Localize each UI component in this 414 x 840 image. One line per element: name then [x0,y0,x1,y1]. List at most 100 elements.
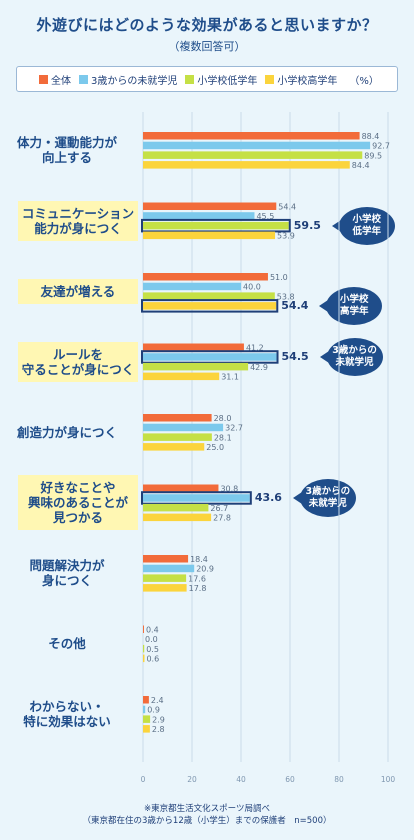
bar-highlight-box [141,218,291,233]
legend: 全体 3歳からの未就学児 小学校低学年 小学校高学年 （%） [16,66,398,92]
bar [143,584,187,592]
bar-highlight-box [141,350,279,364]
bar [143,433,212,441]
category-label-text: 問題解決力が 身につく [29,558,105,589]
bar-value-label: 20.9 [196,565,214,574]
callout-bubble: 小学校 高学年 [319,286,383,325]
category-label: 友達が増える [18,278,138,304]
bar-value-label: 18.4 [190,555,208,564]
bar-value-label: 89.5 [364,151,382,160]
bar-value-label: 2.4 [151,696,164,705]
bar-value-label: 54.5 [282,350,309,363]
bar [143,141,371,150]
bar-value-label: 28.0 [214,414,232,423]
bar [143,161,350,169]
category-label: 創造力が身につく [0,420,134,445]
bar-value-label: 54.4 [278,203,296,212]
bar [143,343,244,351]
bar-value-label: 53.8 [277,292,295,301]
bar-value-label: 40.0 [243,283,261,292]
bar-value-label: 92.7 [372,142,390,151]
category-label-text: コミュニケーション 能力が身につく [21,205,135,236]
x-tick-label: 100 [381,775,396,784]
legend-item-all: 全体 [39,72,71,87]
bar [143,302,277,310]
bar [143,221,289,230]
chart-title: 外遊びにはどのような効果があると思いますか？ [36,16,378,34]
bar-value-label: 27.8 [213,514,231,523]
legend-swatch-upper [265,74,275,84]
category-label: ルールを 守ることが身につく [18,341,138,382]
bar [143,503,209,512]
category-label-text: 友達が増える [40,283,116,299]
category-label-text: 好きなことや 興味のあることが 見つかる [27,480,128,526]
category-label-text: 創造力が身につく [16,424,117,440]
bar [143,555,189,563]
bar [143,282,241,291]
x-tick-label: 20 [187,775,197,784]
bar-value-label: 26.7 [210,504,228,513]
legend-swatch-lower [185,74,195,84]
bar-value-label: 59.5 [294,219,321,232]
bar-value-label: 32.7 [225,424,243,433]
category-label-text: 体力・運動能力が 向上する [16,135,117,166]
callout-bubble: 小学校 低学年 [331,206,395,245]
bar [143,494,250,502]
bar [143,443,205,451]
category-label: コミュニケーション 能力が身につく [18,200,138,241]
bar-value-label: 0.0 [145,635,158,644]
category-label-text: わからない・ 特に効果はない [23,699,111,730]
category-label: 問題解決力が 身につく [0,553,134,593]
bar [143,273,268,281]
bar-value-label: 53.9 [277,232,295,241]
bar [143,484,219,492]
category-label: その他 [0,631,134,656]
bar [143,202,277,210]
x-tick-label: 80 [334,775,344,784]
bar [143,151,363,159]
legend-label-all: 全体 [51,75,72,87]
category-label-text: その他 [48,636,86,652]
category-label: 好きなことや 興味のあることが 見つかる [18,475,138,531]
x-tick-label: 60 [285,775,295,784]
bar-value-label: 17.8 [189,584,207,593]
bar-value-label: 88.4 [362,132,380,141]
bar-value-label: 51.0 [270,273,288,282]
bar [143,212,255,220]
legend-label-upper: 小学校高学年 [277,75,338,87]
bar-value-label: 25.0 [206,443,224,452]
category-label: わからない・ 特に効果はない [0,694,134,734]
bar-value-label: 45.5 [256,212,274,221]
bar [143,513,212,522]
legend-label-lower: 小学校低学年 [197,75,258,87]
callout-bubble: 3歳からの 未就学児 [292,478,356,517]
bar [143,715,151,723]
bar-value-label: 43.6 [255,491,282,504]
legend-item-upper: 小学校高学年 [265,72,337,87]
footnote-sample: （東京都在住の3歳から12歳（小学生）までの保護者 n=500） [82,816,332,826]
bar [143,292,275,300]
bar-value-label: 42.9 [250,363,268,372]
bar-value-label: 31.1 [221,373,239,382]
bar [143,654,145,663]
legend-item-lower: 小学校低学年 [185,72,257,87]
bar-value-label: 28.1 [214,433,232,442]
category-label: 体力・運動能力が 向上する [0,130,134,170]
chart-subtitle: （複数回答可） [168,40,246,53]
legend-unit: （%） [349,75,379,87]
bar-highlight-box [141,299,279,313]
bar-value-label: 0.9 [147,706,160,715]
bar-value-label: 30.8 [220,485,238,494]
bar-value-label: 0.4 [146,626,159,635]
bar [143,564,195,573]
category-label-text: ルールを 守ることが身につく [21,346,135,377]
bar-value-label: 2.9 [152,715,165,724]
bar [143,362,249,371]
legend-label-preschool: 3歳からの未就学児 [91,75,178,87]
bar [143,574,187,582]
bar [143,696,149,704]
bar-value-label: 84.4 [352,161,370,170]
bar-highlight-box [141,491,252,505]
bar [143,353,277,361]
